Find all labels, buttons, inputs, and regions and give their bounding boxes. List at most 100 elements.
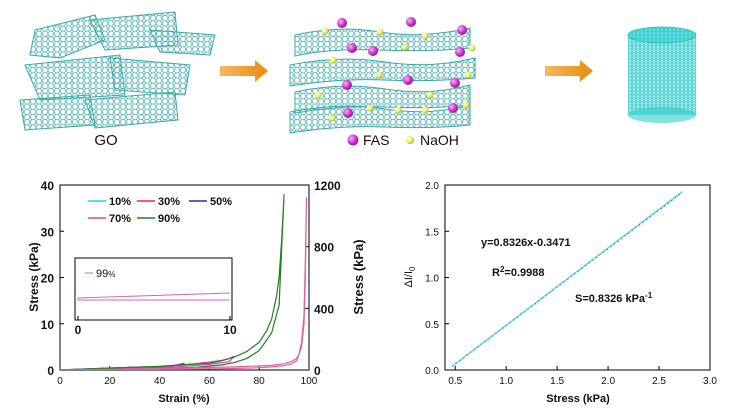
chart-b-series (451, 191, 683, 367)
chart-a-y2tick-label: 0 (314, 364, 321, 378)
chart-b-ylabel: ΔI/I0 (403, 266, 417, 288)
naoh-particle (329, 56, 337, 64)
naoh-particle (366, 104, 374, 112)
fas-particle (406, 17, 416, 27)
go-sheet (109, 57, 191, 96)
naoh-legend-icon (406, 136, 414, 144)
go-sheet (19, 94, 96, 131)
chart-a-ytick-label: 30 (41, 225, 55, 239)
sensitivity-value: S=0.8326 kPa-1 (575, 291, 653, 305)
fas-particle (368, 46, 378, 56)
chart-a-ylabel: Stress (kPa) (27, 242, 41, 311)
chart-b-xtick-label: 1.5 (550, 376, 564, 387)
fas-particle (342, 80, 352, 90)
chart-a-y2label: Stress (kPa) (351, 239, 366, 314)
chart-a-xtick-label: 40 (154, 376, 166, 387)
chart-b-ytick-label: 2.0 (425, 181, 439, 192)
chart-b-ytick-label: 1.0 (425, 274, 439, 285)
fas-particle (403, 75, 413, 85)
naoh-particle (421, 106, 429, 114)
schematic-panel: GO (19, 11, 697, 149)
chart-b-ytick-label: 0.0 (425, 366, 439, 377)
naoh-particle (394, 106, 402, 114)
chart-a-y2tick-label: 800 (314, 241, 334, 255)
legend-label-30: 30% (158, 196, 180, 208)
inset-frame (74, 257, 233, 321)
fas-particle (457, 25, 467, 35)
naoh-particle (464, 71, 472, 79)
chart-a-inset: 99% 0 10 (74, 257, 237, 337)
chart-b-xtick-label: 2.5 (652, 376, 666, 387)
fas-particle (448, 103, 458, 113)
chart-b-ytick-label: 1.5 (425, 227, 439, 238)
chart-a-xtick-label: 80 (254, 376, 266, 387)
chart-a-y2tick-label: 1200 (314, 179, 341, 193)
naoh-legend-label: NaOH (420, 132, 459, 148)
go-sheet (84, 91, 179, 129)
naoh-particle (401, 43, 409, 51)
chart-a-xtick-label: 0 (57, 376, 63, 387)
fit-equation: y=0.8326x-0.3471 (481, 237, 571, 249)
go-sheet (149, 29, 216, 56)
naoh-particle (321, 27, 329, 35)
chart-a-xtick-label: 20 (104, 376, 116, 387)
fas-particle (450, 78, 460, 88)
fas-particle (343, 108, 353, 118)
legend-label-50: 50% (210, 196, 232, 208)
go-sheets (19, 11, 216, 131)
legend-label-90: 90% (158, 213, 180, 225)
naoh-particle (468, 44, 476, 52)
chart-a-legend: 10% 30% 50% 70% 90% (88, 196, 232, 225)
layer-sheet (289, 104, 471, 134)
go-label: GO (94, 132, 117, 149)
fas-particle (347, 43, 357, 53)
chart-b-xtick-label: 1.0 (499, 376, 513, 387)
inset-legend-label: 99% (96, 268, 115, 280)
go-fas-naoh-stack (289, 17, 476, 134)
naoh-particle (328, 114, 336, 122)
naoh-particle (462, 101, 470, 109)
naoh-particle (421, 32, 429, 40)
chart-a-xtick-label: 100 (301, 376, 318, 387)
series-line-fit (451, 191, 683, 367)
chart-a-xtick-label: 60 (204, 376, 216, 387)
chart-b-xtick-label: 2.0 (601, 376, 615, 387)
chart-b-xtick-label: 0.5 (448, 376, 462, 387)
ion-legend: FAS NaOH (347, 132, 459, 148)
naoh-particle (376, 28, 384, 36)
chart-b-ytick-label: 0.5 (425, 320, 439, 331)
legend-label-10: 10% (109, 196, 131, 208)
go-sheet (24, 54, 126, 101)
fas-particle (455, 47, 465, 57)
legend-label-70: 70% (109, 213, 131, 225)
sensitivity-chart: 0.5 1.0 1.5 2.0 2.5 3.0 0.0 0.5 1.0 1.5 2.0 Stress… (403, 181, 717, 405)
inset-curve-load (76, 292, 231, 299)
fas-legend-icon (347, 134, 359, 146)
fas-legend-label: FAS (363, 132, 389, 148)
inset-xtick: 0 (75, 323, 82, 337)
fas-particle (337, 18, 347, 28)
chart-a-ytick-label: 40 (41, 179, 55, 193)
naoh-particle (314, 91, 322, 99)
chart-b-xtick-label: 3.0 (703, 376, 717, 387)
chart-b-ticks: 0.5 1.0 1.5 2.0 2.5 3.0 0.0 0.5 1.0 1.5 2.0 (425, 181, 717, 387)
chart-a-ytick-label: 0 (47, 364, 54, 378)
series-line-99pct (60, 197, 308, 370)
chart-a-series (60, 194, 308, 370)
inset-xtick: 10 (223, 323, 237, 337)
chart-a-y2tick-label: 400 (314, 302, 334, 316)
layer-sheet (289, 57, 476, 87)
chart-a-xlabel: Strain (%) (158, 393, 210, 405)
aerogel-cylinder (627, 26, 697, 123)
naoh-particle (426, 91, 434, 99)
go-sheet (29, 14, 106, 59)
process-arrow-2 (545, 60, 593, 82)
chart-b-xlabel: Stress (kPa) (546, 393, 610, 405)
r-squared: R2=0.9988 (492, 265, 544, 279)
process-arrow-1 (220, 60, 268, 82)
chart-a-ytick-label: 20 (41, 272, 55, 286)
chart-a-ytick-label: 10 (41, 318, 55, 332)
